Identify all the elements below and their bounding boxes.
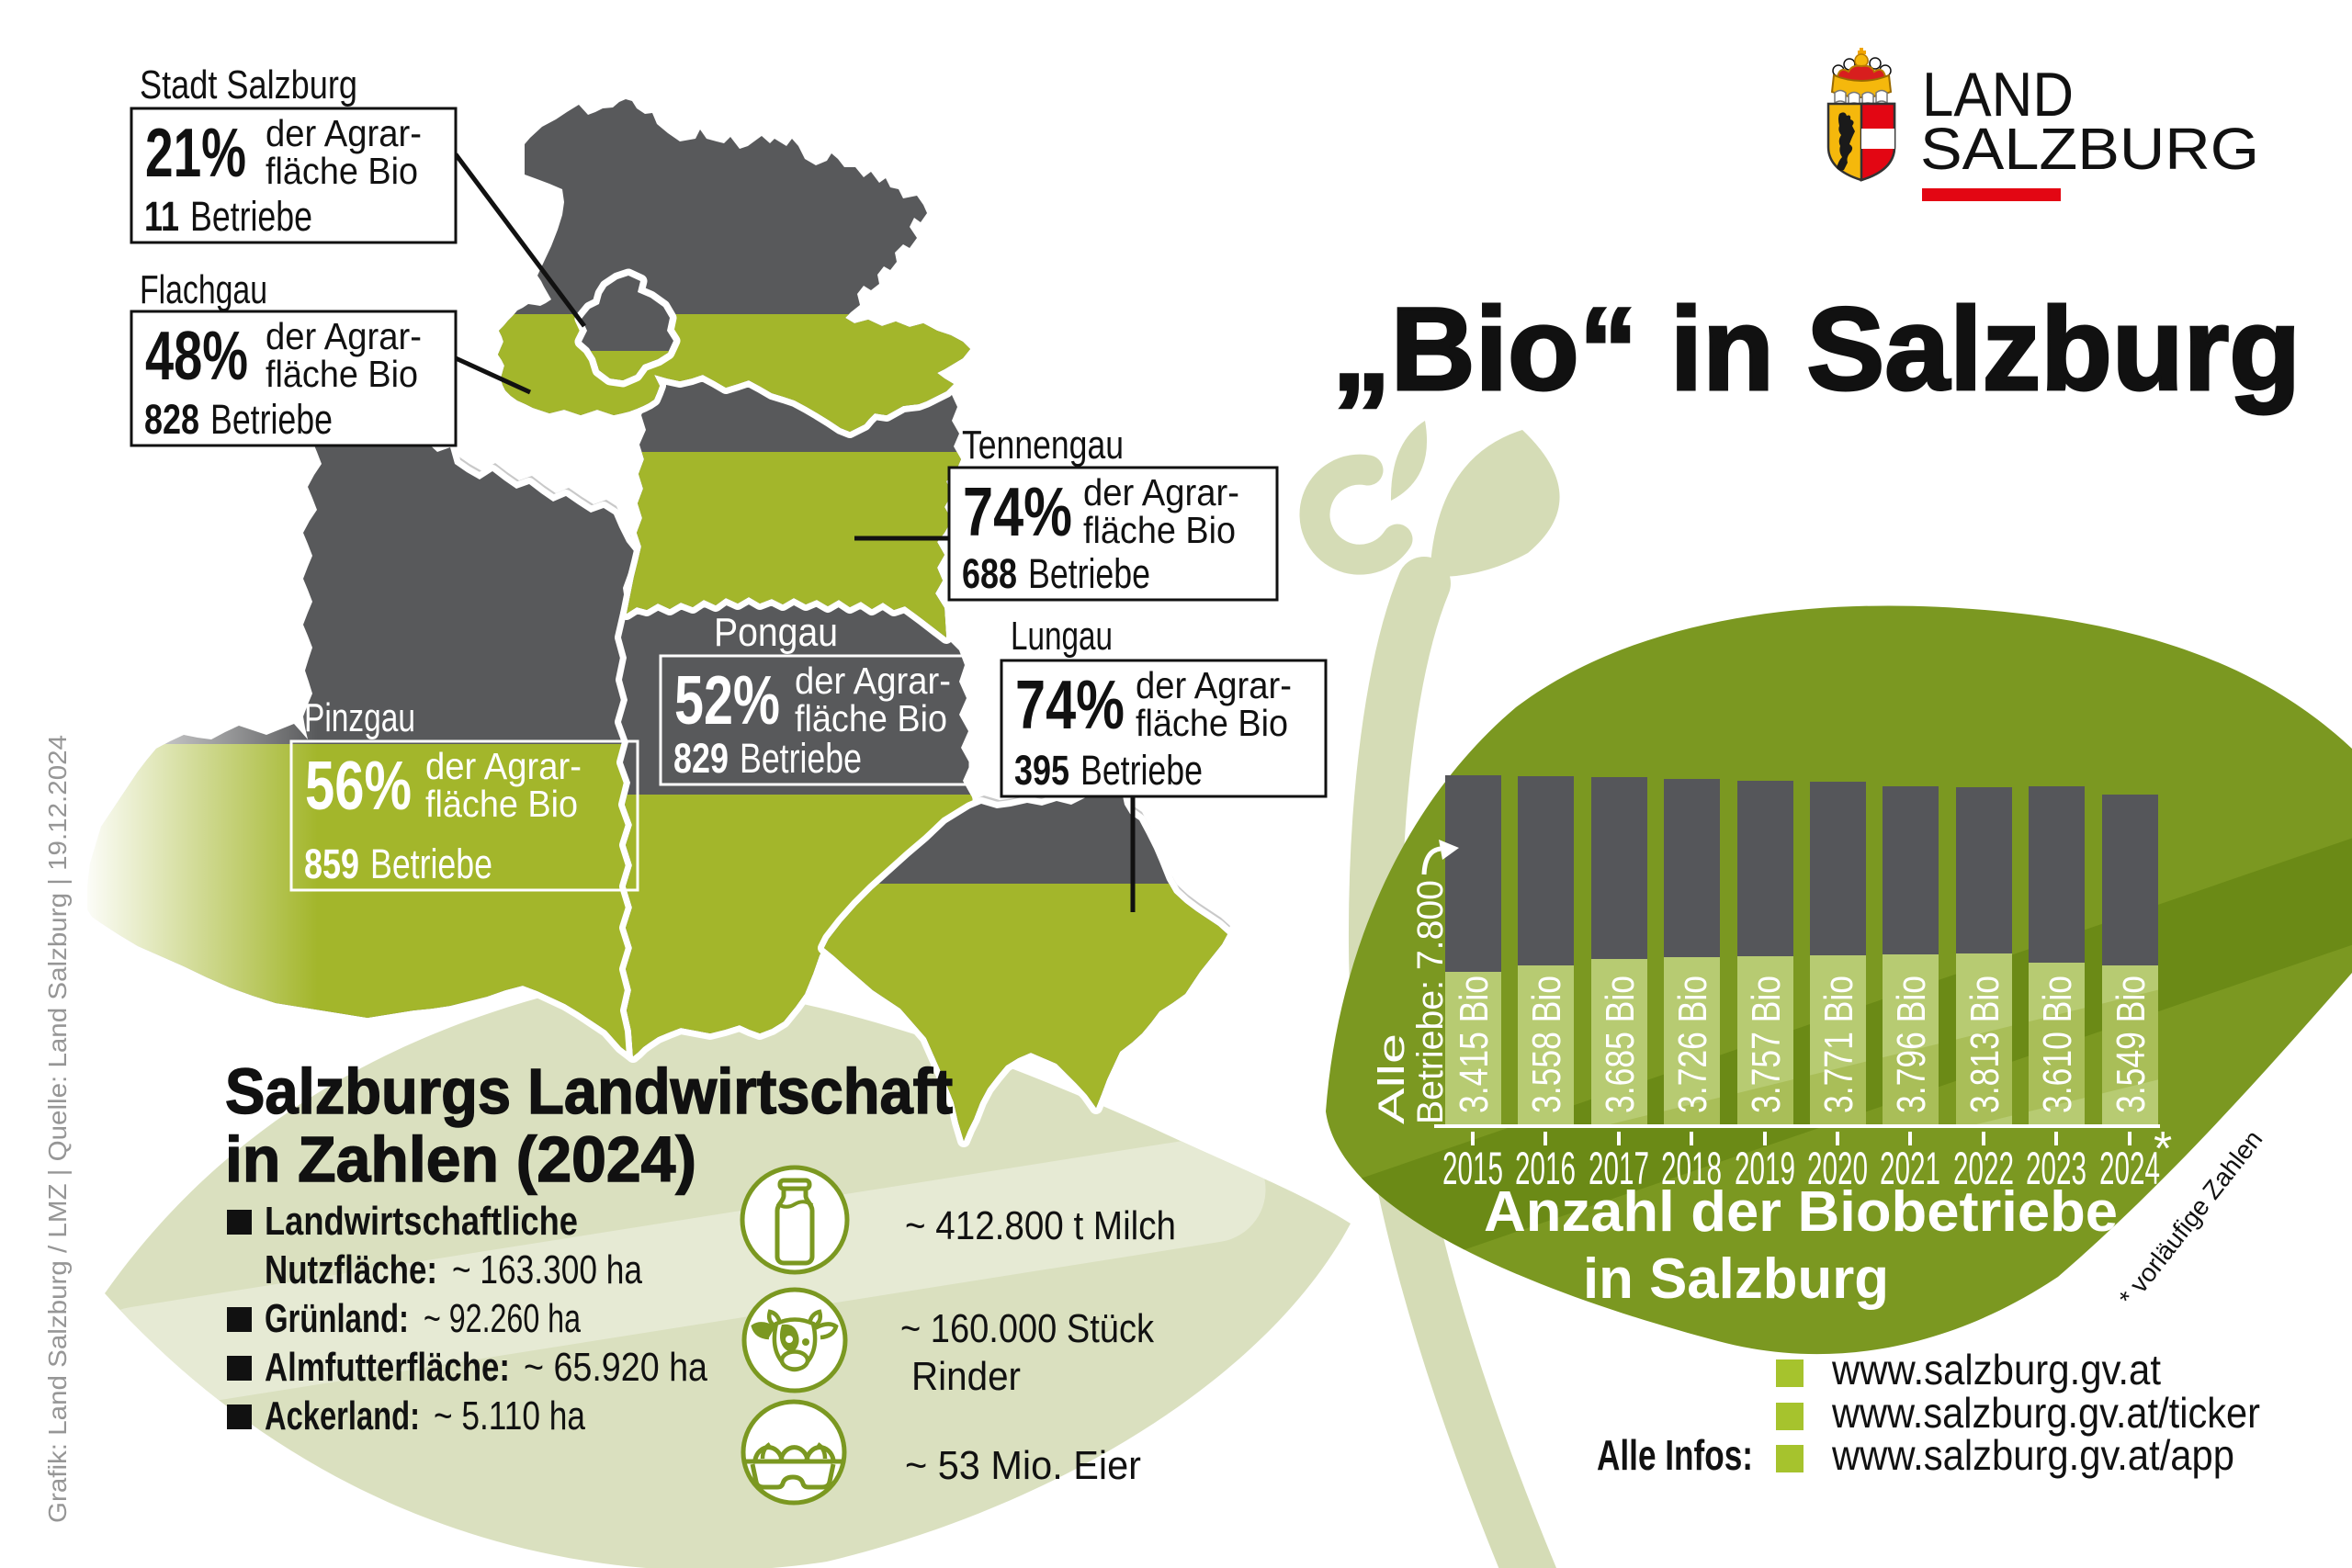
svg-text:2022: 2022 bbox=[1953, 1143, 2014, 1194]
svg-text:2020: 2020 bbox=[1807, 1143, 1868, 1194]
svg-text:3.726 Bio: 3.726 Bio bbox=[1670, 976, 1715, 1113]
svg-text:Anzahl der Biobetriebe: Anzahl der Biobetriebe bbox=[1484, 1180, 2118, 1244]
svg-text:688: 688 bbox=[962, 550, 1017, 597]
svg-text:Betriebe: 7.800: Betriebe: 7.800 bbox=[1410, 880, 1451, 1124]
svg-text:~ 5.110 ha: ~ 5.110 ha bbox=[434, 1393, 585, 1438]
svg-text:www.salzburg.gv.at/ticker: www.salzburg.gv.at/ticker bbox=[1831, 1389, 2260, 1437]
svg-text:395: 395 bbox=[1014, 747, 1069, 794]
svg-text:www.salzburg.gv.at/app: www.salzburg.gv.at/app bbox=[1831, 1431, 2234, 1479]
svg-text:Almfutterfläche:: Almfutterfläche: bbox=[265, 1345, 510, 1390]
svg-text:fläche Bio: fläche Bio bbox=[266, 150, 418, 192]
svg-text:56%: 56% bbox=[305, 747, 412, 824]
svg-text:der Agrar-: der Agrar- bbox=[795, 660, 951, 702]
svg-text:~ 53 Mio. Eier: ~ 53 Mio. Eier bbox=[905, 1443, 1141, 1488]
svg-text:21%: 21% bbox=[145, 114, 246, 191]
svg-text:Rinder: Rinder bbox=[911, 1354, 1021, 1399]
svg-text:fläche Bio: fläche Bio bbox=[266, 353, 418, 395]
svg-text:Alle: Alle bbox=[1372, 1033, 1412, 1124]
svg-text:der Agrar-: der Agrar- bbox=[266, 112, 422, 154]
svg-text:859: 859 bbox=[304, 840, 359, 887]
svg-text:2023: 2023 bbox=[2026, 1143, 2086, 1194]
svg-text:2021: 2021 bbox=[1880, 1143, 1940, 1194]
svg-text:828: 828 bbox=[144, 396, 199, 443]
svg-text:2019: 2019 bbox=[1735, 1143, 1795, 1194]
svg-text:2018: 2018 bbox=[1661, 1143, 1722, 1194]
svg-text:LAND: LAND bbox=[1922, 60, 2074, 130]
svg-text:~ 163.300 ha: ~ 163.300 ha bbox=[452, 1247, 642, 1292]
svg-text:3.771 Bio: 3.771 Bio bbox=[1816, 976, 1861, 1113]
svg-text:11: 11 bbox=[144, 193, 179, 240]
svg-text:SALZBURG: SALZBURG bbox=[1920, 116, 2259, 182]
svg-text:3.610 Bio: 3.610 Bio bbox=[2035, 976, 2080, 1113]
svg-text:der Agrar-: der Agrar- bbox=[1083, 471, 1239, 513]
svg-text:Tennengau: Tennengau bbox=[962, 423, 1124, 468]
svg-text:Betriebe: Betriebe bbox=[1080, 747, 1203, 794]
svg-text:„Bio“ in Salzburg: „Bio“ in Salzburg bbox=[1332, 284, 2301, 415]
svg-text:2024: 2024 bbox=[2099, 1143, 2160, 1194]
svg-text:~ 160.000 Stück: ~ 160.000 Stück bbox=[900, 1306, 1155, 1351]
svg-text:2017: 2017 bbox=[1589, 1143, 1649, 1194]
svg-text:Betriebe: Betriebe bbox=[210, 396, 333, 443]
svg-text:Grünland:: Grünland: bbox=[265, 1296, 409, 1341]
svg-text:fläche Bio: fläche Bio bbox=[425, 783, 578, 825]
svg-text:3.757 Bio: 3.757 Bio bbox=[1744, 976, 1789, 1113]
svg-text:Stadt Salzburg: Stadt Salzburg bbox=[140, 62, 357, 107]
svg-text:74%: 74% bbox=[1015, 666, 1125, 743]
svg-text:Pongau: Pongau bbox=[714, 610, 838, 655]
svg-text:3.549 Bio: 3.549 Bio bbox=[2109, 976, 2154, 1113]
svg-text:2016: 2016 bbox=[1515, 1143, 1576, 1194]
svg-text:Lungau: Lungau bbox=[1011, 614, 1113, 659]
svg-text:2015: 2015 bbox=[1442, 1143, 1503, 1194]
svg-text:der Agrar-: der Agrar- bbox=[425, 745, 582, 787]
svg-text:in Zahlen (2024): in Zahlen (2024) bbox=[225, 1123, 696, 1195]
svg-text:3.813 Bio: 3.813 Bio bbox=[1962, 976, 2007, 1113]
svg-text:48%: 48% bbox=[145, 317, 248, 394]
svg-text:52%: 52% bbox=[674, 661, 780, 739]
svg-text:829: 829 bbox=[673, 735, 729, 782]
svg-text:fläche Bio: fläche Bio bbox=[1083, 509, 1236, 551]
svg-text:fläche Bio: fläche Bio bbox=[795, 697, 947, 739]
svg-text:*: * bbox=[2154, 1122, 2172, 1176]
svg-text:Pinzgau: Pinzgau bbox=[304, 695, 415, 740]
svg-text:Nutzfläche:: Nutzfläche: bbox=[265, 1247, 437, 1292]
svg-text:3.415 Bio: 3.415 Bio bbox=[1452, 976, 1497, 1113]
svg-text:Betriebe: Betriebe bbox=[190, 193, 312, 240]
svg-text:~ 92.260 ha: ~ 92.260 ha bbox=[424, 1296, 581, 1341]
svg-text:74%: 74% bbox=[963, 473, 1072, 550]
svg-text:Landwirtschaftliche: Landwirtschaftliche bbox=[265, 1199, 578, 1244]
svg-text:Betriebe: Betriebe bbox=[740, 735, 862, 782]
svg-text:Betriebe: Betriebe bbox=[1028, 550, 1150, 597]
svg-text:in Salzburg: in Salzburg bbox=[1583, 1247, 1889, 1311]
svg-text:~ 65.920 ha: ~ 65.920 ha bbox=[524, 1345, 707, 1390]
svg-text:3.558 Bio: 3.558 Bio bbox=[1524, 976, 1569, 1113]
svg-text:Grafik: Land Salzburg / LMZ |: Grafik: Land Salzburg / LMZ | Quelle: La… bbox=[43, 735, 72, 1523]
svg-text:~ 412.800 t Milch: ~ 412.800 t Milch bbox=[905, 1203, 1176, 1248]
svg-text:Betriebe: Betriebe bbox=[370, 840, 492, 887]
svg-text:3.685 Bio: 3.685 Bio bbox=[1598, 976, 1643, 1113]
svg-text:Ackerland:: Ackerland: bbox=[265, 1393, 420, 1438]
svg-text:der Agrar-: der Agrar- bbox=[1136, 664, 1292, 706]
svg-text:Flachgau: Flachgau bbox=[140, 267, 267, 312]
svg-text:Salzburgs Landwirtschaft: Salzburgs Landwirtschaft bbox=[225, 1055, 953, 1127]
svg-text:3.796 Bio: 3.796 Bio bbox=[1889, 976, 1934, 1113]
svg-text:Alle Infos:: Alle Infos: bbox=[1597, 1431, 1753, 1479]
svg-text:www.salzburg.gv.at: www.salzburg.gv.at bbox=[1831, 1346, 2161, 1393]
svg-text:fläche Bio: fläche Bio bbox=[1136, 702, 1288, 744]
svg-text:der Agrar-: der Agrar- bbox=[266, 315, 422, 357]
